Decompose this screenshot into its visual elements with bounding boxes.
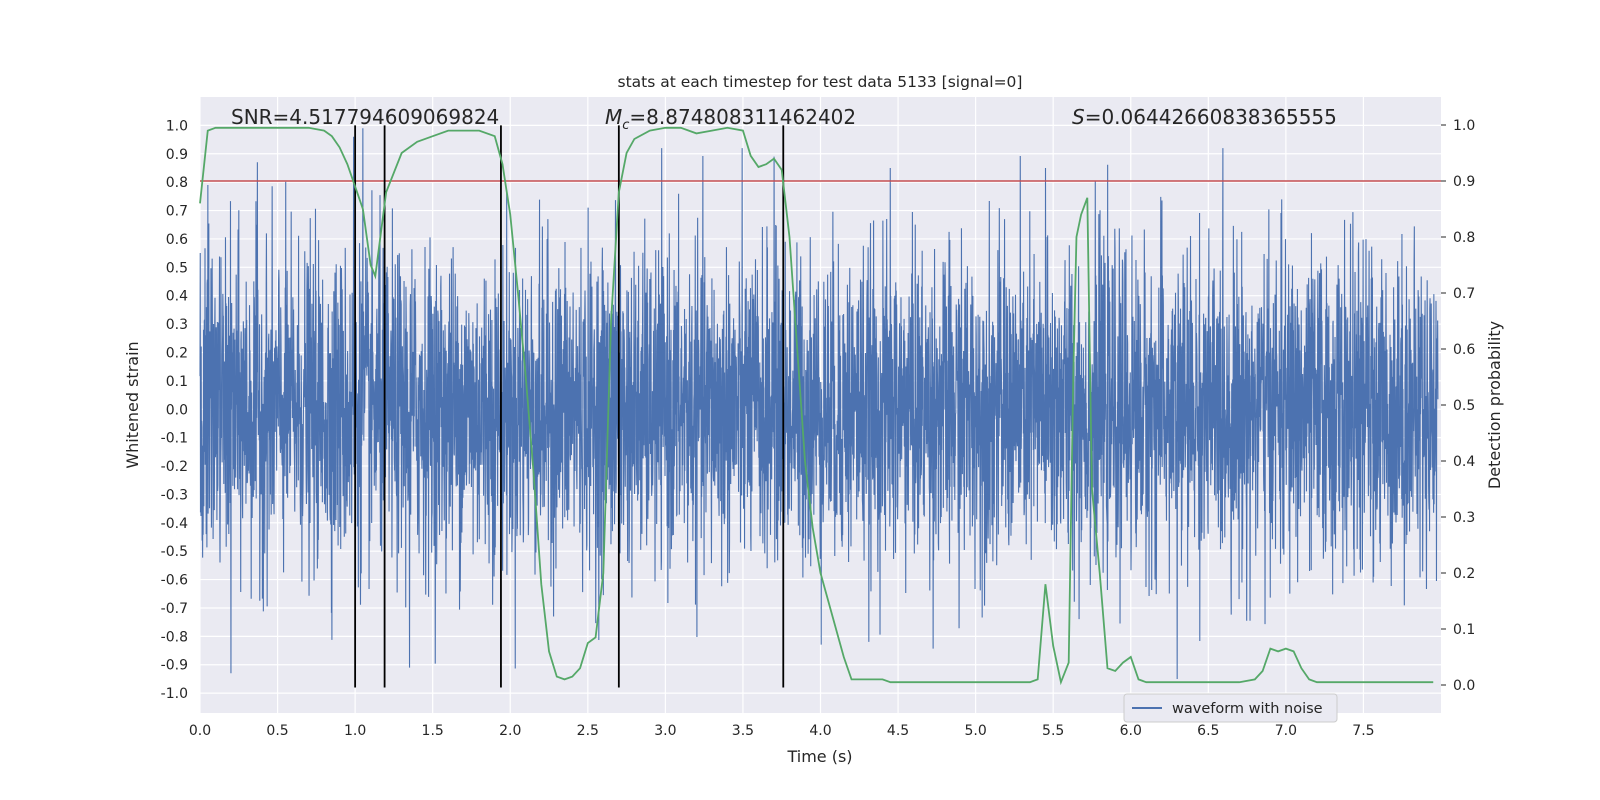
y-right-tick-label: 0.7 bbox=[1453, 286, 1475, 302]
x-tick-label: 2.0 bbox=[499, 723, 521, 739]
y-right-tick-label: 0.1 bbox=[1453, 622, 1475, 638]
x-tick-label: 5.0 bbox=[964, 723, 986, 739]
s-value: =0.06442660838365555 bbox=[1085, 105, 1337, 129]
x-axis: 0.0 0.5 1.0 1.5 2.0 2.5 3.0 3.5 4.0 4.5 5.0 5.5 6.0 6… bbox=[189, 723, 1375, 739]
x-tick-label: 2.5 bbox=[577, 723, 599, 739]
x-tick-label: 4.5 bbox=[887, 723, 909, 739]
vertical-lines bbox=[354, 125, 785, 688]
y-right-tick-label: 0.3 bbox=[1453, 510, 1475, 526]
y-left-tick-label: -0.7 bbox=[161, 601, 188, 617]
x-tick-label: 0.0 bbox=[189, 723, 211, 739]
y-left-tick-label: -0.3 bbox=[161, 487, 188, 503]
y-right-tick-label: 0.2 bbox=[1453, 566, 1475, 582]
chirp-mass-symbol: M bbox=[605, 105, 622, 129]
y-right-tick-label: 0.8 bbox=[1453, 230, 1475, 246]
s-annotation: S=0.06442660838365555 bbox=[1072, 105, 1337, 129]
probability-series-line bbox=[199, 126, 1434, 686]
y-left-tick-label: 0.6 bbox=[166, 232, 188, 248]
x-tick-label: 3.5 bbox=[732, 723, 754, 739]
y-left-tick-label: -0.5 bbox=[161, 544, 188, 560]
legend: waveform with noise bbox=[1123, 693, 1338, 723]
chirp-mass-annotation: Mc=8.874808311462402 bbox=[605, 105, 856, 133]
legend-box bbox=[1123, 693, 1338, 723]
y-axis-left: 1.0 0.9 0.8 0.7 0.6 0.5 0.4 0.3 0.2 0.1 0.0 -0.1 -0.… bbox=[161, 118, 188, 702]
y-axis-right: 1.0 0.9 0.8 0.7 0.6 0.5 0.4 0.3 0.2 0.1 0.0 bbox=[1441, 118, 1475, 694]
chirp-mass-subscript: c bbox=[622, 118, 629, 133]
x-tick-label: 7.0 bbox=[1275, 723, 1297, 739]
y-right-tick-label: 0.6 bbox=[1453, 342, 1475, 358]
y-left-tick-label: 0.0 bbox=[166, 402, 188, 418]
y-left-tick-label: -0.4 bbox=[161, 516, 188, 532]
y-axis-label-left: Whitened strain bbox=[123, 341, 142, 468]
chirp-mass-value: =8.874808311462402 bbox=[629, 105, 856, 129]
x-tick-label: 4.0 bbox=[809, 723, 831, 739]
y-left-tick-label: -0.9 bbox=[161, 658, 188, 674]
y-left-tick-label: 0.5 bbox=[166, 260, 188, 276]
y-left-tick-label: 0.9 bbox=[166, 147, 188, 163]
y-left-tick-label: -0.1 bbox=[161, 431, 188, 447]
y-right-tick-label: 0.4 bbox=[1453, 454, 1475, 470]
y-left-tick-label: -0.6 bbox=[161, 573, 188, 589]
strain-series bbox=[199, 128, 1439, 679]
x-tick-label: 7.5 bbox=[1352, 723, 1374, 739]
y-left-tick-label: 0.8 bbox=[166, 175, 188, 191]
y-right-tick-label: 1.0 bbox=[1453, 118, 1475, 134]
snr-annotation: SNR=4.517794609069824 bbox=[231, 105, 499, 129]
y-left-tick-label: -0.8 bbox=[161, 629, 188, 645]
y-right-tick-label: 0.9 bbox=[1453, 174, 1475, 190]
y-left-tick-label: 0.3 bbox=[166, 317, 188, 333]
x-axis-label: Time (s) bbox=[786, 747, 852, 766]
y-axis-label-right: Detection probability bbox=[1485, 321, 1504, 489]
x-tick-label: 6.0 bbox=[1120, 723, 1142, 739]
y-left-tick-label: -0.2 bbox=[161, 459, 188, 475]
x-tick-label: 5.5 bbox=[1042, 723, 1064, 739]
y-left-tick-label: -1.0 bbox=[161, 686, 188, 702]
x-tick-label: 6.5 bbox=[1197, 723, 1219, 739]
x-tick-label: 0.5 bbox=[266, 723, 288, 739]
y-right-tick-label: 0.0 bbox=[1453, 678, 1475, 694]
legend-label: waveform with noise bbox=[1172, 701, 1323, 717]
y-left-tick-label: 0.2 bbox=[166, 345, 188, 361]
y-left-tick-label: 1.0 bbox=[166, 118, 188, 134]
x-tick-label: 1.0 bbox=[344, 723, 366, 739]
y-left-tick-label: 0.4 bbox=[166, 289, 188, 305]
x-tick-label: 3.0 bbox=[654, 723, 676, 739]
y-left-tick-label: 0.1 bbox=[166, 374, 188, 390]
s-symbol: S bbox=[1072, 105, 1085, 129]
y-left-tick-label: 0.7 bbox=[166, 204, 188, 220]
strain-waveform-line bbox=[199, 128, 1439, 679]
chart-title: stats at each timestep for test data 513… bbox=[618, 73, 1023, 91]
y-right-tick-label: 0.5 bbox=[1453, 398, 1475, 414]
x-tick-label: 1.5 bbox=[422, 723, 444, 739]
